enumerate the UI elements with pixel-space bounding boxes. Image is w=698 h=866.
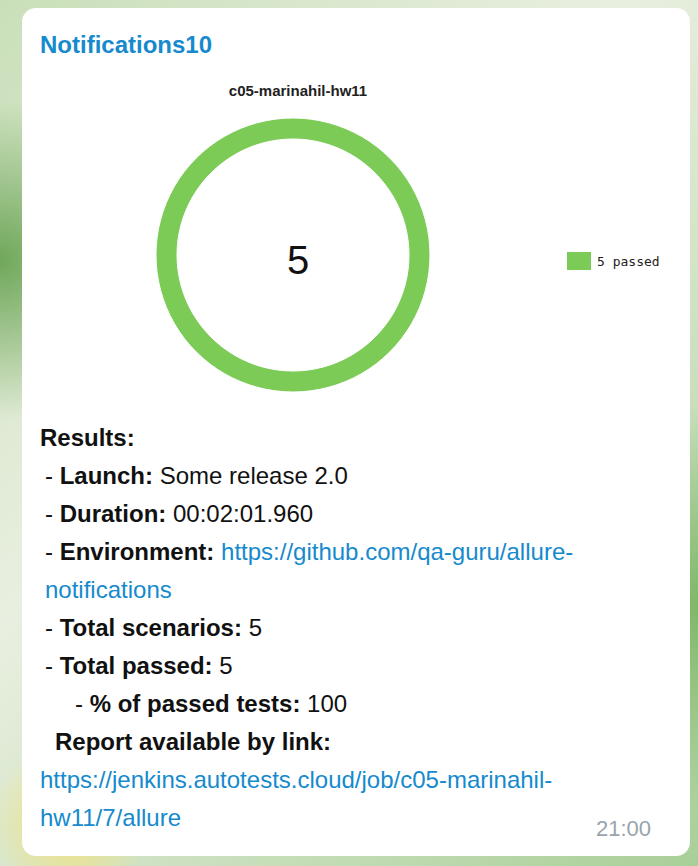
html-text:- Launch: Some release 2.0: - Launch: Some release 2.0 bbox=[45, 462, 348, 489]
html-text:Notifications10: Notifications10 bbox=[40, 31, 212, 58]
html-text:- Environment: https://github.: - Environment: https://github.com/qa-gur… bbox=[45, 538, 574, 603]
svg-text:5: 5 bbox=[287, 238, 309, 282]
svg-text:5 passed: 5 passed bbox=[597, 254, 660, 269]
html-text:https://jenkins.autotests.clou: https://jenkins.autotests.cloud/job/c05-… bbox=[40, 766, 553, 831]
html-text:21:00: 21:00 bbox=[596, 816, 652, 841]
svg-text:c05-marinahil-hw11: c05-marinahil-hw11 bbox=[229, 82, 367, 99]
html-text:- Total passed: 5: - Total passed: 5 bbox=[45, 652, 233, 679]
html-text:- Duration: 00:02:01.960: - Duration: 00:02:01.960 bbox=[45, 500, 314, 527]
html-text:Results:: Results: bbox=[40, 424, 135, 451]
html-text:- Total scenarios: 5: - Total scenarios: 5 bbox=[45, 614, 262, 641]
html-text:-% of passed tests: 100: -% of passed tests: 100 bbox=[75, 690, 348, 717]
html-text:Report available by link:: Report available by link: bbox=[55, 728, 332, 755]
